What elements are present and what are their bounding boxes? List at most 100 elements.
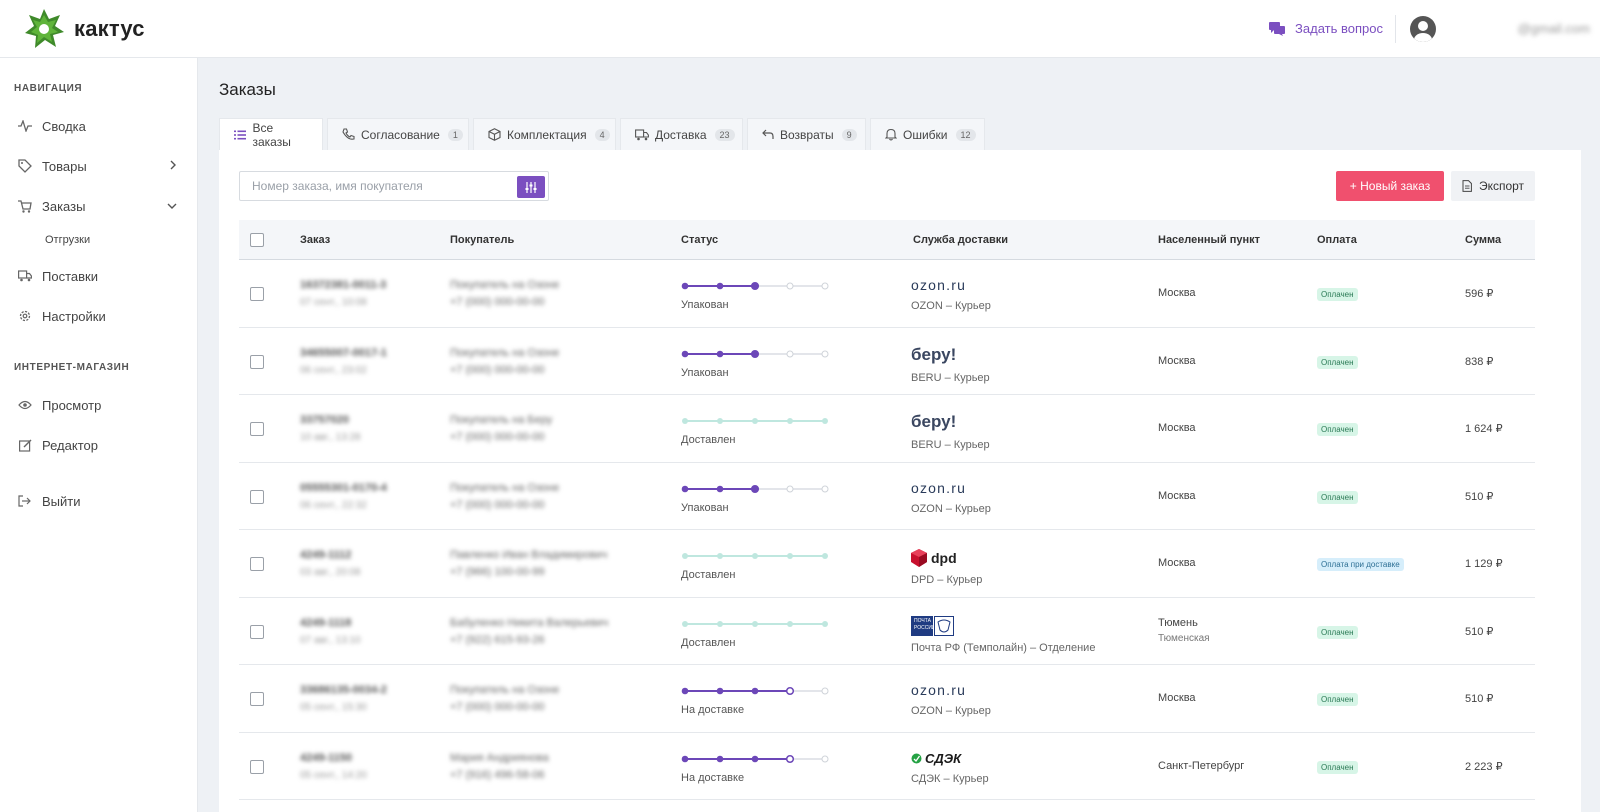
tab-label: Возвраты <box>780 127 834 142</box>
sidebar-item-preview[interactable]: Просмотр <box>0 385 197 425</box>
column-header-order[interactable]: Заказ <box>300 234 331 246</box>
ask-question-link[interactable]: Задать вопрос <box>1269 21 1383 36</box>
delivery-service-name: СДЭК – Курьер <box>911 772 989 785</box>
row-checkbox[interactable] <box>250 624 264 639</box>
order-number-cell[interactable]: 34655007-0017-1 06 сент., 23:02 <box>300 347 387 376</box>
sidebar-item-summary[interactable]: Сводка <box>0 106 197 146</box>
buyer-cell: Покупатель на Озоне +7 (000) 000-00-00 <box>450 684 559 718</box>
order-number-cell[interactable]: 33686135-0034-2 05 сент., 15:30 <box>300 684 387 713</box>
sidebar-subitem-shipments[interactable]: Отгрузки <box>45 234 91 246</box>
order-number[interactable]: 4249-1150 <box>300 751 352 764</box>
logo-text: кактус <box>74 15 145 41</box>
order-number[interactable]: 33686135-0034-2 <box>300 684 387 696</box>
logo[interactable]: кактус <box>22 7 145 51</box>
row-checkbox[interactable] <box>250 287 264 301</box>
sidebar-item-orders[interactable]: Заказы <box>0 186 197 226</box>
city-name: Москва <box>1158 287 1196 299</box>
row-checkbox[interactable] <box>250 422 264 436</box>
order-number-cell[interactable]: 4249-1118 07 авг., 13:10 <box>300 617 361 646</box>
payment-cell: Оплачен <box>1317 288 1358 301</box>
column-header-buyer[interactable]: Покупатель <box>450 234 515 246</box>
sidebar-item-label: Редактор <box>42 437 98 453</box>
row-checkbox[interactable] <box>250 759 264 774</box>
table-row[interactable]: 4249-1118 07 авг., 13:10 Бабуленко Никита … <box>239 598 1535 665</box>
row-checkbox[interactable] <box>250 354 264 369</box>
order-number-cell[interactable]: 05555301-0170-4 06 сент., 22:32 <box>300 482 387 511</box>
status-label: Доставлен <box>681 434 736 446</box>
payment-cell: Оплата при доставке <box>1317 558 1404 571</box>
tab-delivery[interactable]: Доставка 23 <box>620 118 743 150</box>
sidebar-item-supplies[interactable]: Поставки <box>0 256 197 296</box>
sidebar-item-editor[interactable]: Редактор <box>0 425 197 465</box>
table-row[interactable]: 16372381-0011-3 07 сент., 10:08 Покупатель… <box>239 260 1535 328</box>
buyer-phone: +7 (000) 000-00-00 <box>450 431 545 443</box>
table-row[interactable]: 34655007-0017-1 06 сент., 23:02 Покупатель… <box>239 328 1535 395</box>
order-sum: 2 223 ₽ <box>1465 760 1503 773</box>
payment-cell: Оплачен <box>1317 423 1358 436</box>
filter-button[interactable] <box>517 176 545 198</box>
sidebar-item-products[interactable]: Товары <box>0 146 197 186</box>
order-number[interactable]: 16372381-0011-3 <box>300 279 387 291</box>
table-row[interactable]: 33757020 10 авг., 13:28 Покупатель на Беру… <box>239 395 1535 463</box>
orders-table: Заказ Покупатель Статус Служба доставки … <box>239 220 1535 800</box>
column-header-status[interactable]: Статус <box>681 234 719 246</box>
user-avatar-icon[interactable] <box>1410 15 1436 42</box>
order-number[interactable]: 4249-1118 <box>300 616 352 629</box>
sidebar-item-settings[interactable]: Настройки <box>0 296 197 336</box>
order-number-cell[interactable]: 4249-1112 03 авг., 20:08 <box>300 549 361 578</box>
tab-all-orders[interactable]: Все заказы <box>219 118 323 150</box>
tab-returns[interactable]: Возвраты 9 <box>747 118 866 150</box>
sidebar-item-logout[interactable]: Выйти <box>0 481 197 521</box>
order-number[interactable]: 05555301-0170-4 <box>300 481 387 494</box>
tab-errors[interactable]: Ошибки 12 <box>870 118 985 150</box>
status-cell: Упакован <box>681 281 831 311</box>
table-row[interactable]: 05555301-0170-4 06 сент., 22:32 Покупатель… <box>239 463 1535 530</box>
order-number[interactable]: 4249-1112 <box>300 549 352 561</box>
order-number-cell[interactable]: 16372381-0011-3 07 сент., 10:08 <box>300 279 386 308</box>
select-all-checkbox[interactable] <box>250 233 264 247</box>
chevron-down-icon <box>167 199 177 213</box>
order-number[interactable]: 34655007-0017-1 <box>300 346 387 359</box>
header-divider <box>1395 14 1396 43</box>
status-progress-icon <box>681 686 829 696</box>
column-header-sum[interactable]: Сумма <box>1465 234 1502 246</box>
order-number-cell[interactable]: 33757020 10 авг., 13:28 <box>300 414 361 443</box>
delivery-service-name: OZON – Курьер <box>911 300 991 312</box>
delivery-service-name: BERU – Курьер <box>911 371 990 384</box>
export-button[interactable]: Экспорт <box>1451 171 1535 201</box>
table-row[interactable]: 4249-1150 05 сент., 14:20 Мария Андриянова… <box>239 733 1535 800</box>
user-email[interactable]: @gmail.com <box>1517 21 1590 36</box>
order-number[interactable]: 33757020 <box>300 414 349 426</box>
order-date: 10 авг., 13:28 <box>300 432 361 443</box>
delivery-service-cell: беру! BERU – Курьер <box>911 412 990 451</box>
new-order-button[interactable]: + Новый заказ <box>1336 171 1444 201</box>
row-checkbox[interactable] <box>250 692 264 706</box>
status-progress-icon <box>681 349 829 358</box>
buyer-name: Покупатель на Озоне <box>450 279 560 291</box>
city-cell: Санкт-Петербург <box>1158 760 1244 772</box>
status-cell: На доставке <box>681 686 831 716</box>
city-cell: Москва <box>1158 490 1196 502</box>
tab-approval[interactable]: Согласование 1 <box>327 118 469 150</box>
tab-label: Согласование <box>361 127 440 142</box>
row-checkbox[interactable] <box>250 557 264 571</box>
column-header-city[interactable]: Населенный пункт <box>1158 234 1261 246</box>
column-header-delivery[interactable]: Служба доставки <box>913 234 1009 246</box>
status-progress-icon <box>681 281 829 291</box>
search-input[interactable] <box>240 179 510 193</box>
row-checkbox[interactable] <box>250 489 264 504</box>
column-header-payment[interactable]: Оплата <box>1317 234 1357 246</box>
tab-picking[interactable]: Комплектация 4 <box>473 118 616 150</box>
cart-icon <box>18 199 32 213</box>
status-cell: На доставке <box>681 754 831 784</box>
sidebar-item-label: Заказы <box>42 198 86 214</box>
city-cell: Москва <box>1158 692 1196 704</box>
eye-icon <box>18 398 32 412</box>
orders-card: + Новый заказ Экспорт Заказ Покупатель С… <box>219 150 1581 812</box>
order-number-cell[interactable]: 4249-1150 05 сент., 14:20 <box>300 752 367 781</box>
table-row[interactable]: 33686135-0034-2 05 сент., 15:30 Покупатель… <box>239 665 1535 733</box>
buyer-phone: +7 (922) 615-93-26 <box>450 633 545 646</box>
sidebar-item-label: Просмотр <box>42 397 102 413</box>
table-row[interactable]: 4249-1112 03 авг., 20:08 Павленко Иван Вла… <box>239 530 1535 598</box>
payment-status-badge: Оплачен <box>1317 760 1358 774</box>
